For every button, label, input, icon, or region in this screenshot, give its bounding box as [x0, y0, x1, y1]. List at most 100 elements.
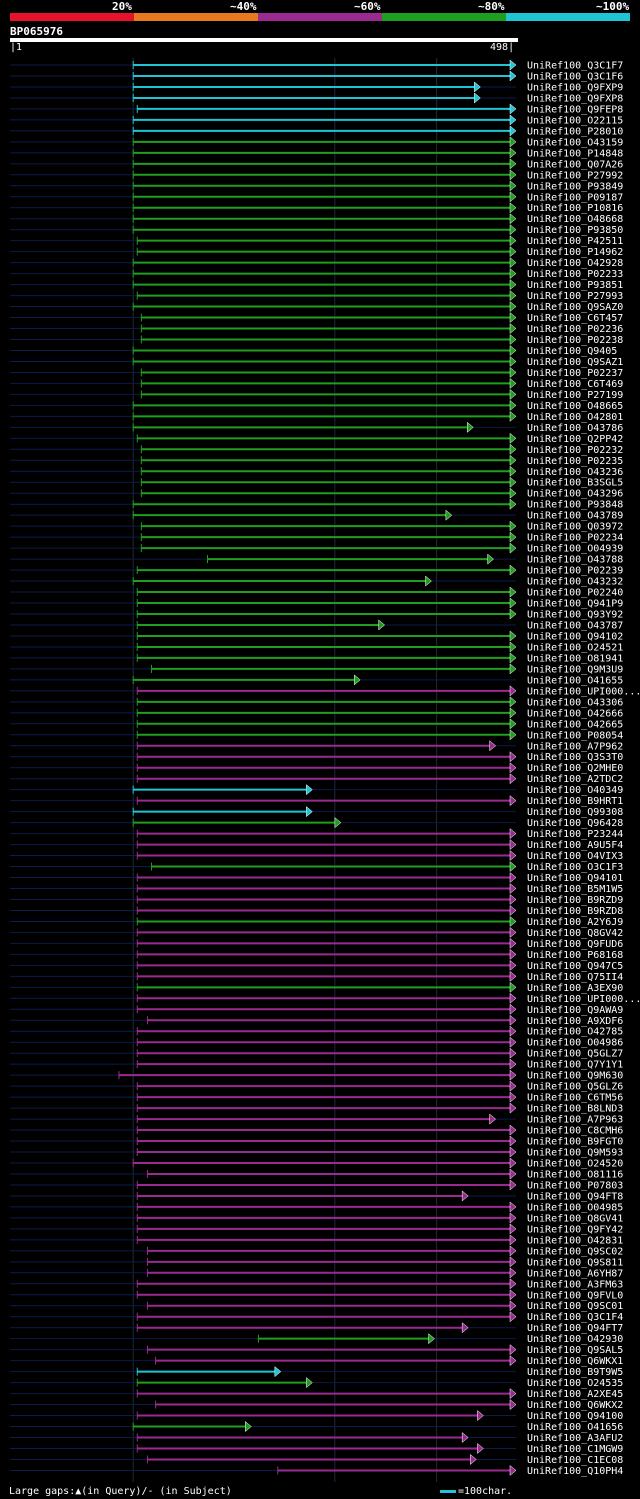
hit-label[interactable]: UniRef100_P02235	[527, 456, 623, 467]
hit-label[interactable]: UniRef100_P93848	[527, 500, 623, 511]
hit-label[interactable]: UniRef100_P27992	[527, 170, 623, 181]
hit-label[interactable]: UniRef100_Q9SAL5	[527, 1345, 623, 1356]
hit-label[interactable]: UniRef100_Q93Y92	[527, 610, 623, 621]
hit-label[interactable]: UniRef100_Q9FXP8	[527, 93, 623, 104]
hit-label[interactable]: UniRef100_O42928	[527, 258, 623, 269]
hit-label[interactable]: UniRef100_B9HRT1	[527, 796, 623, 807]
hit-label[interactable]: UniRef100_O43232	[527, 577, 623, 588]
hit-label[interactable]: UniRef100_Q6WKX2	[527, 1400, 623, 1411]
hit-label[interactable]: UniRef100_Q9M630	[527, 1071, 623, 1082]
hit-label[interactable]: UniRef100_P02236	[527, 324, 623, 335]
hit-label[interactable]: UniRef100_Q10PH4	[527, 1466, 623, 1477]
hit-label[interactable]: UniRef100_Q9FUD6	[527, 939, 623, 950]
hit-label[interactable]: UniRef100_Q9SC02	[527, 1246, 623, 1257]
hit-label[interactable]: UniRef100_P02233	[527, 269, 623, 280]
hit-label[interactable]: UniRef100_Q9SC01	[527, 1301, 623, 1312]
hit-label[interactable]: UniRef100_Q9AWA9	[527, 1005, 623, 1016]
hit-label[interactable]: UniRef100_Q3C1F6	[527, 71, 623, 82]
hit-label[interactable]: UniRef100_C1EC08	[527, 1455, 623, 1466]
hit-label[interactable]: UniRef100_C6T469	[527, 379, 623, 390]
hit-label[interactable]: UniRef100_C8CMH6	[527, 1126, 623, 1137]
hit-label[interactable]: UniRef100_O48668	[527, 214, 623, 225]
hit-label[interactable]: UniRef100_B9T9W5	[527, 1367, 623, 1378]
hit-label[interactable]: UniRef100_Q6WKX1	[527, 1356, 623, 1367]
hit-label[interactable]: UniRef100_Q9FXP9	[527, 82, 623, 93]
hit-label[interactable]: UniRef100_Q5GLZ7	[527, 1049, 623, 1060]
hit-label[interactable]: UniRef100_Q07A26	[527, 159, 623, 170]
hit-label[interactable]: UniRef100_P42511	[527, 236, 623, 247]
hit-label[interactable]: UniRef100_O43789	[527, 511, 623, 522]
hit-label[interactable]: UniRef100_Q03972	[527, 522, 623, 533]
hit-label[interactable]: UniRef100_Q3C1F7	[527, 61, 623, 72]
hit-label[interactable]: UniRef100_A6YH87	[527, 1268, 623, 1279]
hit-label[interactable]: UniRef100_B9RZD8	[527, 906, 623, 917]
hit-label[interactable]: UniRef100_P02237	[527, 368, 623, 379]
hit-label[interactable]: UniRef100_P09187	[527, 192, 623, 203]
hit-label[interactable]: UniRef100_O81941	[527, 653, 623, 664]
hit-label[interactable]: UniRef100_O42785	[527, 1027, 623, 1038]
hit-label[interactable]: UniRef100_O04986	[527, 1038, 623, 1049]
hit-label[interactable]: UniRef100_Q9M3U9	[527, 664, 623, 675]
hit-label[interactable]: UniRef100_A2Y6J9	[527, 917, 623, 928]
hit-label[interactable]: UniRef100_C1MGW9	[527, 1444, 623, 1455]
hit-label[interactable]: UniRef100_Q94100	[527, 1411, 623, 1422]
hit-label[interactable]: UniRef100_Q947C5	[527, 961, 623, 972]
hit-label[interactable]: UniRef100_O42801	[527, 412, 623, 423]
hit-label[interactable]: UniRef100_P08054	[527, 730, 623, 741]
hit-label[interactable]: UniRef100_B9FGT0	[527, 1137, 623, 1148]
hit-label[interactable]: UniRef100_A7P962	[527, 741, 623, 752]
hit-label[interactable]: UniRef100_UPI000...	[527, 994, 640, 1005]
hit-label[interactable]: UniRef100_O24521	[527, 642, 623, 653]
hit-label[interactable]: UniRef100_Q9SAZ0	[527, 302, 623, 313]
hit-label[interactable]: UniRef100_Q94102	[527, 631, 623, 642]
hit-label[interactable]: UniRef100_O40349	[527, 785, 623, 796]
hit-label[interactable]: UniRef100_Q9FY42	[527, 1224, 623, 1235]
hit-label[interactable]: UniRef100_Q94FT8	[527, 1191, 623, 1202]
hit-label[interactable]: UniRef100_O3C1F3	[527, 862, 623, 873]
hit-label[interactable]: UniRef100_P93851	[527, 280, 623, 291]
hit-label[interactable]: UniRef100_P93849	[527, 181, 623, 192]
hit-label[interactable]: UniRef100_O42666	[527, 708, 623, 719]
hit-label[interactable]: UniRef100_O42831	[527, 1235, 623, 1246]
hit-label[interactable]: UniRef100_O43306	[527, 697, 623, 708]
hit-label[interactable]: UniRef100_Q9FVL0	[527, 1290, 623, 1301]
hit-label[interactable]: UniRef100_O48665	[527, 401, 623, 412]
hit-label[interactable]: UniRef100_C6T457	[527, 313, 623, 324]
hit-label[interactable]: UniRef100_Q9M593	[527, 1148, 623, 1159]
hit-label[interactable]: UniRef100_O41655	[527, 675, 623, 686]
hit-label[interactable]: UniRef100_P14962	[527, 247, 623, 258]
hit-label[interactable]: UniRef100_P14848	[527, 148, 623, 159]
hit-label[interactable]: UniRef100_B3SGL5	[527, 478, 623, 489]
hit-label[interactable]: UniRef100_Q7Y1Y1	[527, 1060, 623, 1071]
hit-label[interactable]: UniRef100_C6TM56	[527, 1093, 623, 1104]
hit-label[interactable]: UniRef100_P27199	[527, 390, 623, 401]
hit-label[interactable]: UniRef100_Q96428	[527, 818, 623, 829]
hit-label[interactable]: UniRef100_O81116	[527, 1169, 623, 1180]
hit-label[interactable]: UniRef100_P02232	[527, 445, 623, 456]
hit-label[interactable]: UniRef100_B8LND3	[527, 1104, 623, 1115]
hit-label[interactable]: UniRef100_P02238	[527, 335, 623, 346]
hit-label[interactable]: UniRef100_P93850	[527, 225, 623, 236]
hit-label[interactable]: UniRef100_A3FM63	[527, 1279, 623, 1290]
hit-label[interactable]: UniRef100_P02239	[527, 566, 623, 577]
hit-label[interactable]: UniRef100_P68168	[527, 950, 623, 961]
hit-label[interactable]: UniRef100_A3EX90	[527, 983, 623, 994]
hit-label[interactable]: UniRef100_O43788	[527, 555, 623, 566]
hit-label[interactable]: UniRef100_P27993	[527, 291, 623, 302]
hit-label[interactable]: UniRef100_O04985	[527, 1202, 623, 1213]
hit-label[interactable]: UniRef100_O04939	[527, 544, 623, 555]
hit-label[interactable]: UniRef100_Q2MHE0	[527, 763, 623, 774]
hit-label[interactable]: UniRef100_O24535	[527, 1378, 623, 1389]
hit-label[interactable]: UniRef100_Q9405	[527, 346, 617, 357]
hit-label[interactable]: UniRef100_Q99308	[527, 807, 623, 818]
hit-label[interactable]: UniRef100_B9RZD9	[527, 895, 623, 906]
hit-label[interactable]: UniRef100_P02234	[527, 533, 623, 544]
hit-label[interactable]: UniRef100_O24520	[527, 1159, 623, 1170]
hit-label[interactable]: UniRef100_O22115	[527, 115, 623, 126]
hit-label[interactable]: UniRef100_A9XDF6	[527, 1016, 623, 1027]
hit-label[interactable]: UniRef100_Q9S811	[527, 1257, 623, 1268]
hit-label[interactable]: UniRef100_Q94101	[527, 873, 623, 884]
hit-label[interactable]: UniRef100_Q8GV42	[527, 928, 623, 939]
hit-label[interactable]: UniRef100_Q3S3T0	[527, 752, 623, 763]
hit-label[interactable]: UniRef100_Q8GV41	[527, 1213, 623, 1224]
